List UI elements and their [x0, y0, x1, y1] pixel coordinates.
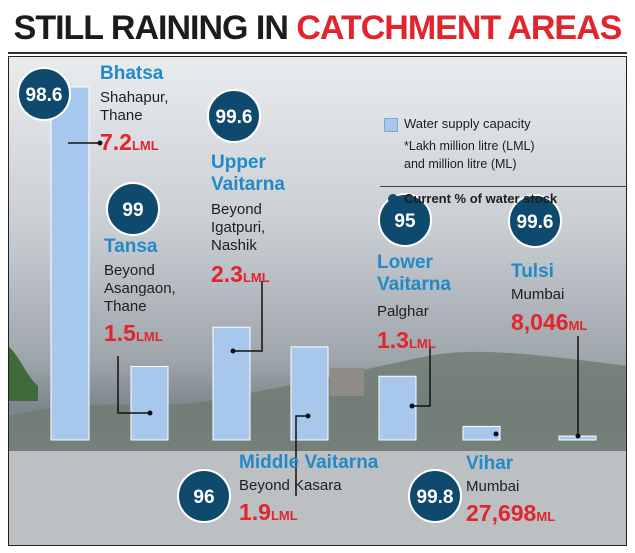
lake-name-tulsi: Tulsi [511, 261, 554, 282]
leader-dot-tansa [147, 410, 153, 416]
lake-capacity-bhatsa: 7.2LML [100, 129, 159, 159]
stock-label-vihar: 99.8 [417, 487, 454, 508]
title-divider [8, 52, 627, 54]
legend-unit-note-2: and million litre (ML) [404, 157, 517, 171]
capacity-value: 8,046 [511, 309, 569, 335]
capacity-value: 27,698 [466, 500, 537, 526]
capacity-unit: LML [270, 508, 298, 523]
stock-circle-bhatsa [17, 67, 71, 121]
capacity-bar-bhatsa [50, 86, 90, 441]
leader-dot-bhatsa [97, 140, 103, 146]
stock-label-upper-vaitarna: 99.6 [216, 107, 253, 128]
leader-dot-tulsi [575, 433, 581, 439]
capacity-unit: LML [408, 336, 436, 351]
capacity-value: 7.2 [100, 129, 132, 155]
lake-name-lower-vaitarna-1: Lower [377, 252, 433, 273]
leader-line-middle-vaitarna [295, 415, 308, 496]
lake-location-tansa-3: Thane [104, 298, 147, 315]
lake-location-middle-vaitarna: Beyond Kasara [239, 477, 342, 494]
trees [8, 346, 38, 401]
chart-title: STILL RAINING IN CATCHMENT AREAS [0, 8, 635, 48]
leader-dot-lower-vaitarna [409, 403, 415, 409]
stock-label-lower-vaitarna: 95 [394, 211, 416, 232]
stock-circle-middle-vaitarna [177, 469, 231, 523]
capacity-unit: LML [135, 329, 163, 344]
capacity-value: 1.9 [239, 499, 271, 525]
legend-capacity-label: Water supply capacity [404, 116, 531, 131]
capacity-value: 1.3 [377, 327, 409, 353]
capacity-bar-middle-vaitarna [290, 346, 329, 441]
capacity-bar-tansa [130, 365, 169, 441]
leader-line-upper-vaitarna [233, 281, 263, 352]
lake-location-bhatsa-2: Thane [100, 107, 143, 124]
legend-capacity-swatch [384, 118, 398, 132]
lake-capacity-tulsi: 8,046ML [511, 309, 587, 339]
lake-name-bhatsa: Bhatsa [100, 63, 164, 84]
leader-dot-upper-vaitarna [230, 348, 236, 354]
capacity-value: 1.5 [104, 320, 136, 346]
title-part2: CATCHMENT AREAS [296, 9, 622, 47]
legend-stock-dot [388, 194, 398, 204]
stock-label-bhatsa: 98.6 [26, 85, 63, 106]
chart-svg: 98.6 99 99.6 96 95 99.8 99.6 [8, 56, 627, 546]
leader-line-tansa [117, 356, 150, 414]
capacity-bar-vihar [462, 425, 501, 441]
legend-stock-label: Current % of water stock [404, 191, 558, 206]
legend-unit-note-1: *Lakh million litre (LML) [404, 139, 535, 153]
lake-capacity-lower-vaitarna: 1.3LML [377, 327, 436, 357]
capacity-unit: LML [242, 270, 270, 285]
capacity-value: 2.3 [211, 261, 243, 287]
stock-label-tansa: 99 [122, 200, 143, 221]
capacity-unit: LML [131, 138, 159, 153]
buildings [330, 368, 364, 396]
stock-circle-tulsi [508, 194, 562, 248]
lake-name-upper-vaitarna-1: Upper [211, 152, 266, 173]
capacity-unit: ML [568, 318, 588, 333]
leader-lines-layer [68, 140, 581, 496]
lake-location-bhatsa-1: Shahapur, [100, 89, 169, 106]
lake-location-upper-vaitarna-1: Beyond [211, 201, 262, 218]
lake-name-middle-vaitarna: Middle Vaitarna [239, 452, 379, 473]
stock-circle-tansa [106, 182, 160, 236]
stock-circle-vihar [408, 469, 462, 523]
chart-area: 98.6 99 99.6 96 95 99.8 99.6 Water supply capa… [8, 56, 627, 546]
capacity-unit: ML [536, 509, 556, 524]
leader-dot-middle-vaitarna [305, 413, 311, 419]
lake-name-tansa: Tansa [104, 236, 158, 257]
stock-circle-lower-vaitarna [378, 193, 432, 247]
title-part1: STILL RAINING IN [13, 9, 289, 47]
lake-location-upper-vaitarna-2: Igatpuri, [211, 219, 266, 236]
lake-capacity-middle-vaitarna: 1.9LML [239, 499, 298, 529]
stock-label-tulsi: 99.6 [517, 212, 554, 233]
lake-name-upper-vaitarna-2: Vaitarna [211, 174, 285, 195]
bars-layer [50, 86, 597, 441]
legend-divider [380, 186, 627, 187]
capacity-bar-upper-vaitarna [212, 326, 251, 441]
stock-label-middle-vaitarna: 96 [193, 487, 214, 508]
leader-line-lower-vaitarna [412, 346, 431, 407]
lake-location-lower-vaitarna: Palghar [377, 303, 429, 320]
leader-dot-vihar [493, 431, 499, 437]
lake-location-vihar: Mumbai [466, 478, 520, 495]
lake-name-vihar: Vihar [466, 453, 514, 474]
lake-capacity-tansa: 1.5LML [104, 320, 163, 350]
stock-circles-layer: 98.6 99 99.6 96 95 99.8 99.6 [17, 67, 562, 523]
lake-location-tansa-2: Asangaon, [104, 280, 176, 297]
lake-location-tulsi: Mumbai [511, 286, 565, 303]
water [8, 451, 627, 546]
lake-location-upper-vaitarna-3: Nashik [211, 237, 257, 254]
lake-name-lower-vaitarna-2: Vaitarna [377, 274, 451, 295]
lake-capacity-vihar: 27,698ML [466, 500, 555, 530]
capacity-bar-lower-vaitarna [378, 375, 417, 441]
lake-capacity-upper-vaitarna: 2.3LML [211, 261, 270, 291]
lake-location-tansa-1: Beyond [104, 262, 155, 279]
stock-circle-upper-vaitarna [207, 89, 261, 143]
